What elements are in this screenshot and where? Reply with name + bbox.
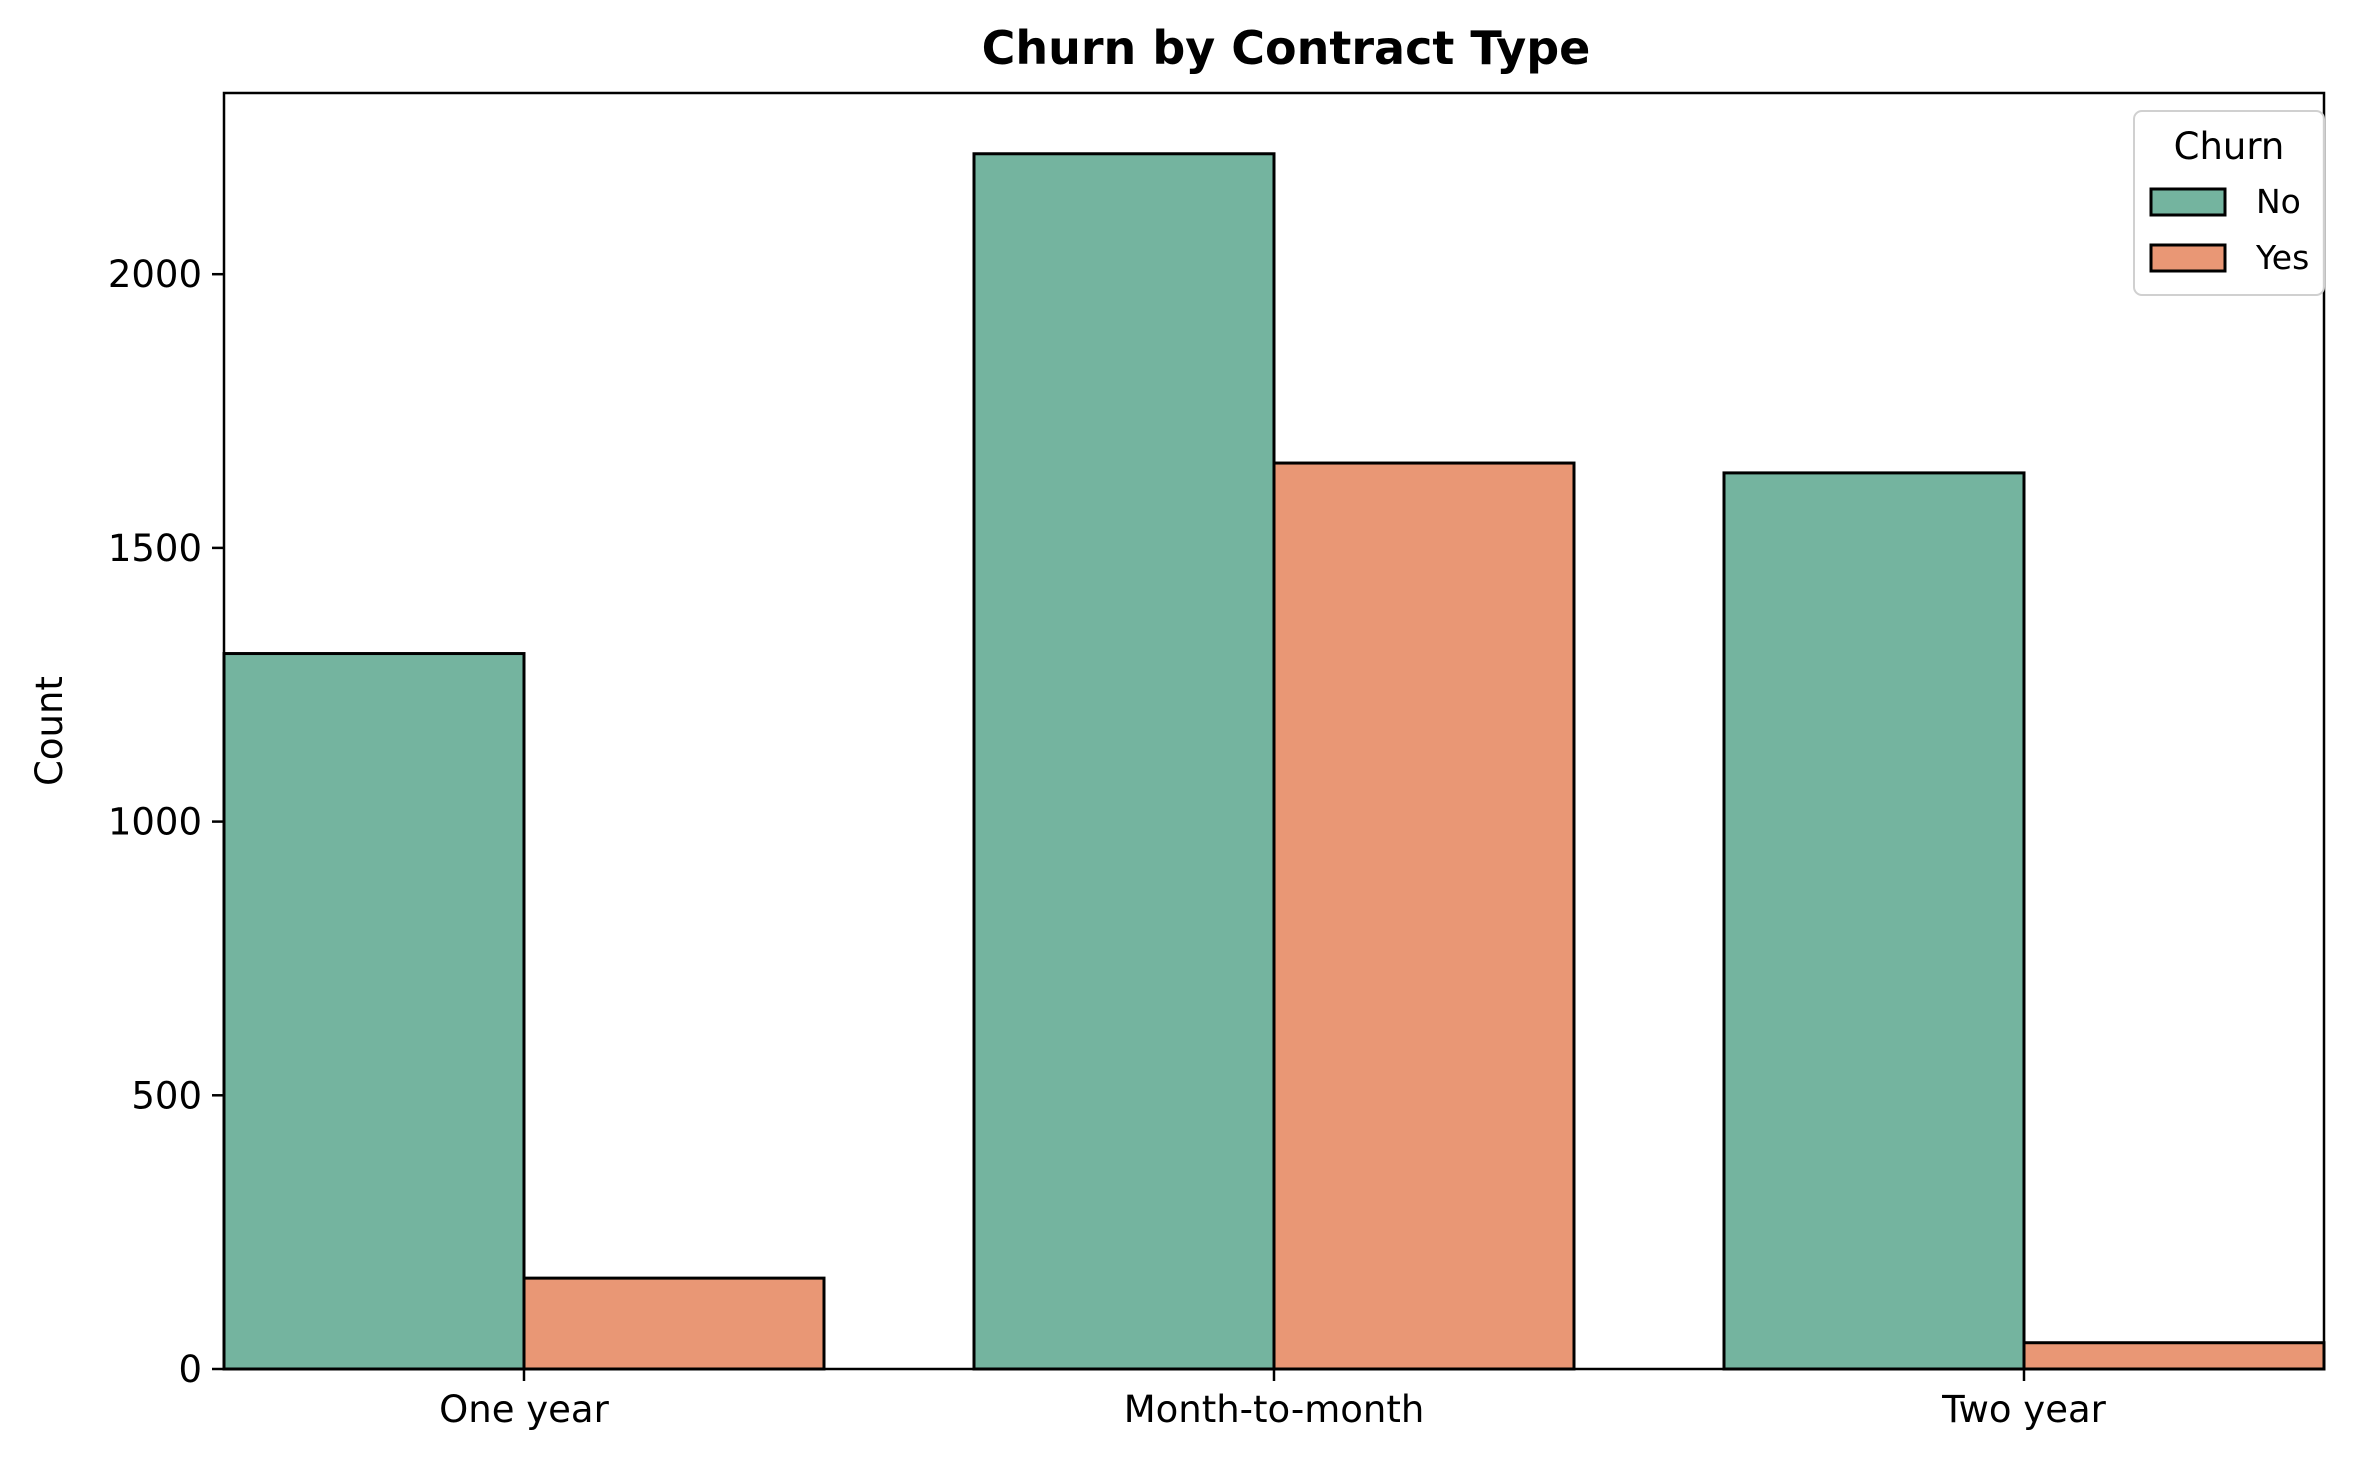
bar-yes-3 xyxy=(2022,1341,2326,1371)
legend-swatch-no xyxy=(2149,187,2227,217)
x-tick-label: Month-to-month xyxy=(1124,1388,1425,1431)
bar-yes-2 xyxy=(1272,461,1576,1371)
x-tick-label: One year xyxy=(439,1388,609,1431)
legend: Churn No Yes xyxy=(2133,110,2325,296)
x-tick-label: Two year xyxy=(1941,1388,2106,1431)
y-tick-label: 1500 xyxy=(108,527,202,570)
y-axis-label: Count xyxy=(28,676,71,786)
legend-swatch-yes xyxy=(2149,243,2227,273)
legend-label-yes: Yes xyxy=(2255,238,2309,277)
bar-no-2 xyxy=(972,152,1276,1371)
chart-title: Churn by Contract Type xyxy=(982,21,1591,75)
y-axis: 0 500 1000 1500 2000 xyxy=(108,253,224,1391)
y-tick-label: 1000 xyxy=(108,801,202,844)
bar-no-3 xyxy=(1722,471,2026,1371)
bar-yes-1 xyxy=(522,1276,826,1371)
y-tick-label: 0 xyxy=(178,1348,202,1391)
x-axis: One year Month-to-month Two year xyxy=(439,1369,2107,1431)
y-tick-label: 2000 xyxy=(108,253,202,296)
legend-title: Churn xyxy=(2174,125,2285,168)
legend-label-no: No xyxy=(2256,182,2301,221)
bars-group xyxy=(222,152,2326,1371)
plot-frame xyxy=(222,91,2326,1371)
y-tick-label: 500 xyxy=(131,1074,202,1117)
bar-no-1 xyxy=(222,652,526,1371)
